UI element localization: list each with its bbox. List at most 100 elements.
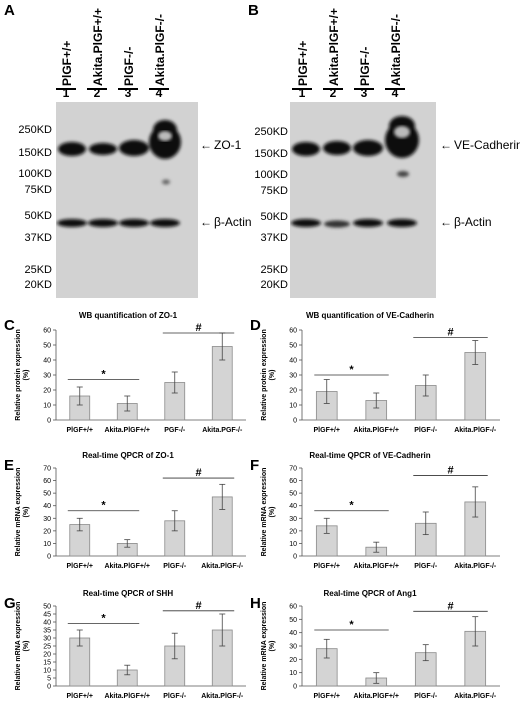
band-label: β-Actin <box>454 215 492 229</box>
chart-title: Real-time QPCR of VE-Cadherin <box>309 451 430 460</box>
y-tick-label: 45 <box>43 612 51 619</box>
y-tick-label: 0 <box>293 554 297 561</box>
western-blot-image-a <box>56 102 198 298</box>
lane-number: 4 <box>391 86 399 100</box>
lane-number: 1 <box>298 86 306 100</box>
y-tick-label: 20 <box>289 388 297 395</box>
y-tick-label: 10 <box>289 403 297 410</box>
lane-underline <box>56 88 76 90</box>
y-axis-label: Relative mRNA expression <box>261 602 268 691</box>
arrow-icon: ← <box>200 215 212 229</box>
mw-marker: 100KD <box>18 168 52 180</box>
y-axis-label: Relative mRNA expression <box>15 602 22 691</box>
chart-title: Real-time QPCR of ZO-1 <box>82 451 174 460</box>
x-tick-label: PlGF-/- <box>414 693 438 700</box>
western-blot-image-b <box>290 102 436 298</box>
x-tick-label: Akita.PlGF+/+ <box>353 563 399 570</box>
panel-letter: G <box>4 595 16 612</box>
chart-title: Real-time QPCR of Ang1 <box>323 589 417 598</box>
x-tick-label: Akita.PlGF-/- <box>454 693 497 700</box>
y-tick-label: 40 <box>43 620 51 627</box>
y-tick-label: 0 <box>47 418 51 425</box>
y-tick-label: 70 <box>289 466 297 473</box>
y-axis-label: Relative mRNA expression <box>261 468 268 557</box>
significance-marker: * <box>349 364 354 376</box>
x-tick-label: Akita.PlGF+/+ <box>104 693 150 700</box>
y-axis-label: Relative protein expression <box>15 329 22 420</box>
mw-marker: 20KD <box>260 279 288 291</box>
x-tick-label: Akita.PlGF-/- <box>201 693 244 700</box>
lane-number: 4 <box>155 86 163 100</box>
mw-marker: 100KD <box>254 169 288 181</box>
x-tick-label: Akita.PlGF+/+ <box>104 563 150 570</box>
blot-bands <box>57 120 181 227</box>
lane-number: 1 <box>62 86 70 100</box>
y-tick-label: 30 <box>43 516 51 523</box>
x-tick-label: PlGF+/+ <box>67 693 93 700</box>
y-tick-label: 20 <box>43 528 51 535</box>
y-tick-label: 10 <box>43 403 51 410</box>
mw-marker: 20KD <box>24 279 52 291</box>
lane-underline <box>323 88 343 90</box>
lane-underline <box>118 88 138 90</box>
y-axis-label-unit: (%) <box>269 370 276 381</box>
y-axis-label-unit: (%) <box>269 641 276 652</box>
x-tick-label: PlGF-/- <box>163 563 187 570</box>
y-axis-label: Relative protein expression <box>261 329 268 420</box>
significance-marker: # <box>447 600 453 612</box>
y-axis-label-unit: (%) <box>23 507 30 518</box>
y-tick-label: 10 <box>43 541 51 548</box>
x-tick-label: PGF-/- <box>164 427 186 434</box>
y-axis-label-unit: (%) <box>269 507 276 518</box>
mw-marker: 250KD <box>254 126 288 138</box>
y-tick-label: 20 <box>43 652 51 659</box>
x-tick-label: PlGF+/+ <box>314 563 340 570</box>
y-tick-label: 60 <box>43 478 51 485</box>
y-tick-label: 20 <box>289 657 297 664</box>
chart-title: WB quantification of ZO-1 <box>79 311 178 320</box>
x-tick-label: Akita.PlGF+/+ <box>353 693 399 700</box>
significance-marker: * <box>101 369 106 381</box>
x-tick-label: PlGF+/+ <box>67 427 93 434</box>
significance-marker: # <box>195 322 201 334</box>
y-tick-label: 50 <box>43 491 51 498</box>
y-tick-label: 0 <box>293 684 297 691</box>
y-axis-label-unit: (%) <box>23 641 30 652</box>
x-tick-label: PlGF+/+ <box>67 563 93 570</box>
y-tick-label: 30 <box>289 373 297 380</box>
panel-letter: H <box>250 595 261 612</box>
lane-number: 3 <box>360 86 368 100</box>
mw-marker: 75KD <box>260 185 288 197</box>
y-tick-label: 50 <box>43 604 51 611</box>
y-tick-label: 60 <box>289 328 297 335</box>
y-tick-label: 50 <box>289 491 297 498</box>
x-tick-label: PlGF-/- <box>163 693 187 700</box>
mw-marker: 37KD <box>24 232 52 244</box>
y-tick-label: 5 <box>47 676 51 683</box>
significance-marker: * <box>349 500 354 512</box>
y-tick-label: 60 <box>43 328 51 335</box>
lane-underline <box>385 88 405 90</box>
panel-letter-b: B <box>248 2 259 19</box>
lane-underline <box>292 88 312 90</box>
significance-marker: * <box>101 500 106 512</box>
y-tick-label: 60 <box>289 604 297 611</box>
y-tick-label: 40 <box>289 503 297 510</box>
significance-marker: # <box>447 465 453 477</box>
lane-number: 3 <box>124 86 132 100</box>
y-tick-label: 10 <box>289 670 297 677</box>
mw-marker: 150KD <box>18 147 52 159</box>
x-tick-label: PlGF-/- <box>414 427 438 434</box>
significance-marker: * <box>101 613 106 625</box>
mw-marker: 50KD <box>24 210 52 222</box>
y-tick-label: 30 <box>289 644 297 651</box>
y-tick-label: 25 <box>43 644 51 651</box>
y-tick-label: 30 <box>43 636 51 643</box>
y-tick-label: 70 <box>43 466 51 473</box>
y-tick-label: 40 <box>289 358 297 365</box>
chart-title: Real-time QPCR of SHH <box>83 589 173 598</box>
panel-letter: D <box>250 317 261 334</box>
x-tick-label: Akita.PGF-/- <box>202 427 243 434</box>
mw-marker: 25KD <box>24 264 52 276</box>
